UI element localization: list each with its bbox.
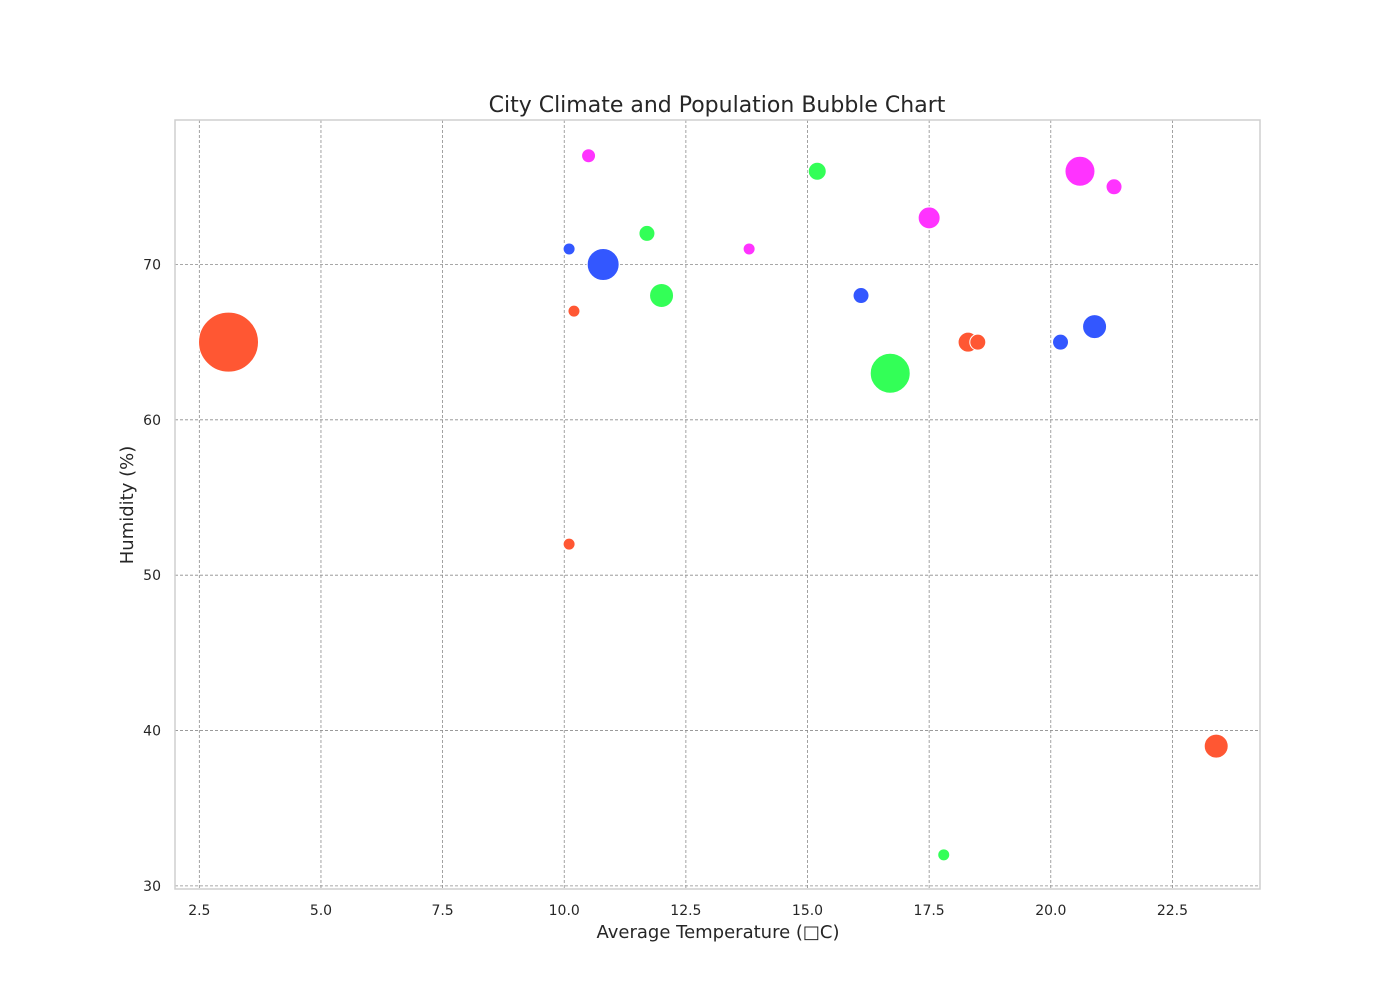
y-tick-label: 70 (143, 257, 161, 273)
bubble-point (969, 333, 987, 351)
bubbles (198, 148, 1229, 862)
bubble-point (937, 848, 951, 862)
bubble-point (917, 206, 941, 230)
y-tick-labels: 30 40 50 60 70 (143, 257, 161, 894)
x-tick-label: 20.0 (1035, 903, 1066, 919)
y-axis-label: Humidity (%) (117, 446, 138, 565)
bubble-point (567, 304, 581, 318)
bubble-point (1082, 314, 1108, 340)
x-tick-label: 12.5 (670, 903, 701, 919)
x-tick-label: 22.5 (1157, 903, 1188, 919)
x-axis-label: Average Temperature (□C) (597, 922, 840, 943)
x-tick-labels: 2.5 5.0 7.5 10.0 12.5 15.0 17.5 20.0 22.5 (188, 903, 1188, 919)
x-tick-label: 5.0 (310, 903, 332, 919)
bubble-point (586, 247, 620, 281)
bubble-point (1064, 155, 1096, 187)
bubble-point (562, 242, 576, 256)
bubble-point (198, 311, 260, 373)
bubble-point (1203, 733, 1229, 759)
bubble-point (649, 283, 675, 309)
bubble-point (742, 242, 756, 256)
bubble-point (807, 161, 827, 181)
y-tick-label: 30 (143, 879, 161, 895)
x-tick-label: 2.5 (188, 903, 210, 919)
bubble-point (638, 224, 656, 242)
bubble-point (581, 148, 597, 164)
x-tick-label: 17.5 (914, 903, 945, 919)
x-tick-label: 7.5 (431, 903, 453, 919)
x-tick-label: 10.0 (549, 903, 580, 919)
y-tick-label: 60 (143, 413, 161, 429)
bubble-point (1105, 178, 1123, 196)
grid-lines (175, 120, 1260, 889)
bubble-point (852, 287, 870, 305)
y-tick-label: 50 (143, 568, 161, 584)
bubble-point (1052, 333, 1070, 351)
bubble-point (869, 352, 911, 394)
plot-frame (174, 119, 1261, 890)
y-tick-label: 40 (143, 724, 161, 740)
chart-title: City Climate and Population Bubble Chart (489, 93, 946, 118)
bubble-point (562, 537, 576, 551)
x-tick-label: 15.0 (792, 903, 823, 919)
